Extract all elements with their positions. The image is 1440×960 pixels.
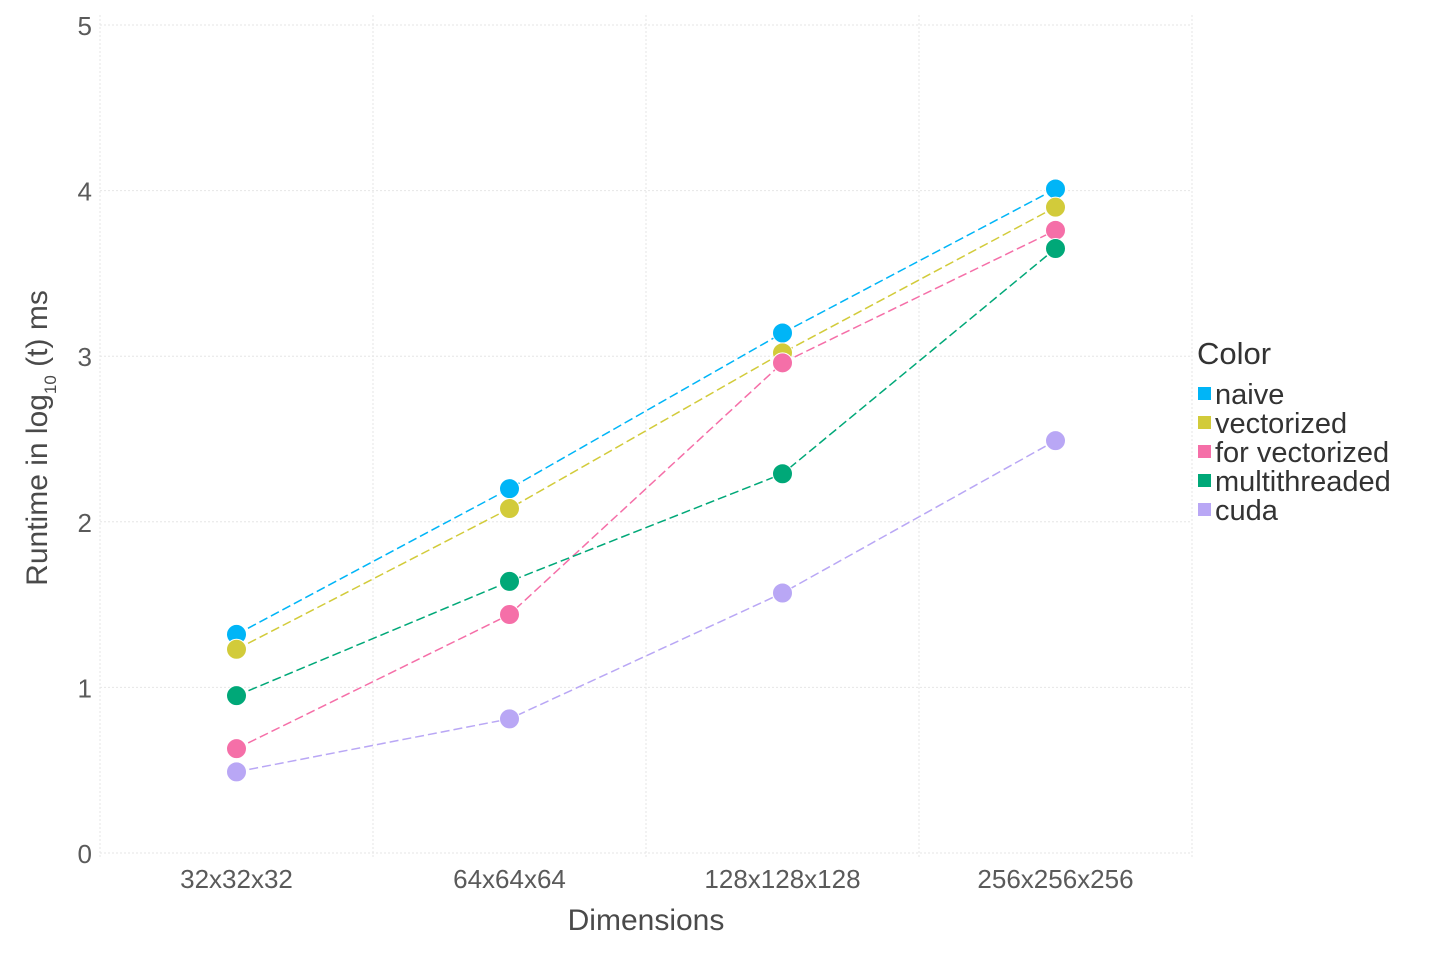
- x-tick-label: 256x256x256: [977, 864, 1133, 894]
- legend-title: Color: [1197, 336, 1271, 371]
- y-axis-label-prefix: Runtime in log: [21, 394, 54, 586]
- data-point-cuda: [499, 708, 520, 730]
- data-point-naive: [499, 478, 520, 500]
- legend-entry-label: multithreaded: [1215, 466, 1391, 498]
- legend-entry-label: cuda: [1215, 495, 1279, 527]
- y-tick-label: 4: [78, 177, 92, 207]
- data-point-multithreaded: [772, 463, 793, 485]
- data-point-naive: [772, 322, 793, 344]
- y-tick-label: 1: [78, 673, 92, 703]
- series-line-multithreaded: [236, 247, 1056, 697]
- y-tick-label: 0: [78, 839, 92, 869]
- legend-entry-label: naive: [1215, 379, 1284, 411]
- data-point-for-vectorized: [1045, 219, 1066, 241]
- legend-swatch: [1198, 416, 1211, 429]
- data-point-cuda: [1045, 430, 1066, 452]
- data-point-vectorized: [226, 638, 247, 660]
- data-point-for-vectorized: [499, 604, 520, 626]
- data-point-for-vectorized: [772, 352, 793, 374]
- legend-swatch: [1198, 387, 1211, 400]
- x-tick-label: 128x128x128: [704, 864, 860, 894]
- legend-swatch: [1198, 445, 1211, 458]
- data-point-multithreaded: [1045, 238, 1066, 260]
- grid-lines: [99, 15, 1193, 859]
- legend-entry-label: for vectorized: [1215, 437, 1389, 469]
- data-point-cuda: [772, 582, 793, 604]
- x-tick-label: 64x64x64: [453, 864, 566, 894]
- series-line-cuda: [236, 440, 1056, 773]
- y-tick-label: 2: [78, 508, 92, 538]
- data-point-for-vectorized: [226, 738, 247, 760]
- series-layer: [226, 178, 1066, 783]
- x-axis-label: Dimensions: [568, 904, 725, 937]
- x-tick-label: 32x32x32: [180, 864, 293, 894]
- data-point-naive: [1045, 178, 1066, 200]
- data-point-vectorized: [499, 498, 520, 520]
- legend-swatch: [1198, 503, 1211, 516]
- y-tick-label: 5: [78, 11, 92, 41]
- data-point-multithreaded: [499, 570, 520, 592]
- x-tick-labels: 32x32x32 64x64x64 128x128x128 256x256x256: [180, 864, 1133, 894]
- y-axis-label: Runtime in log10 (t) ms: [21, 290, 60, 586]
- legend-entry-label: vectorized: [1215, 408, 1347, 440]
- y-tick-labels: 0 1 2 3 4 5: [78, 11, 92, 869]
- y-axis-label-suffix: (t) ms: [21, 290, 54, 375]
- data-point-vectorized: [1045, 196, 1066, 218]
- data-point-multithreaded: [226, 685, 247, 707]
- series-line-for-vectorized: [236, 229, 1056, 750]
- y-tick-label: 3: [78, 342, 92, 372]
- legend-swatch: [1198, 474, 1211, 487]
- y-axis-label-subscript: 10: [41, 375, 60, 394]
- data-point-cuda: [226, 761, 247, 783]
